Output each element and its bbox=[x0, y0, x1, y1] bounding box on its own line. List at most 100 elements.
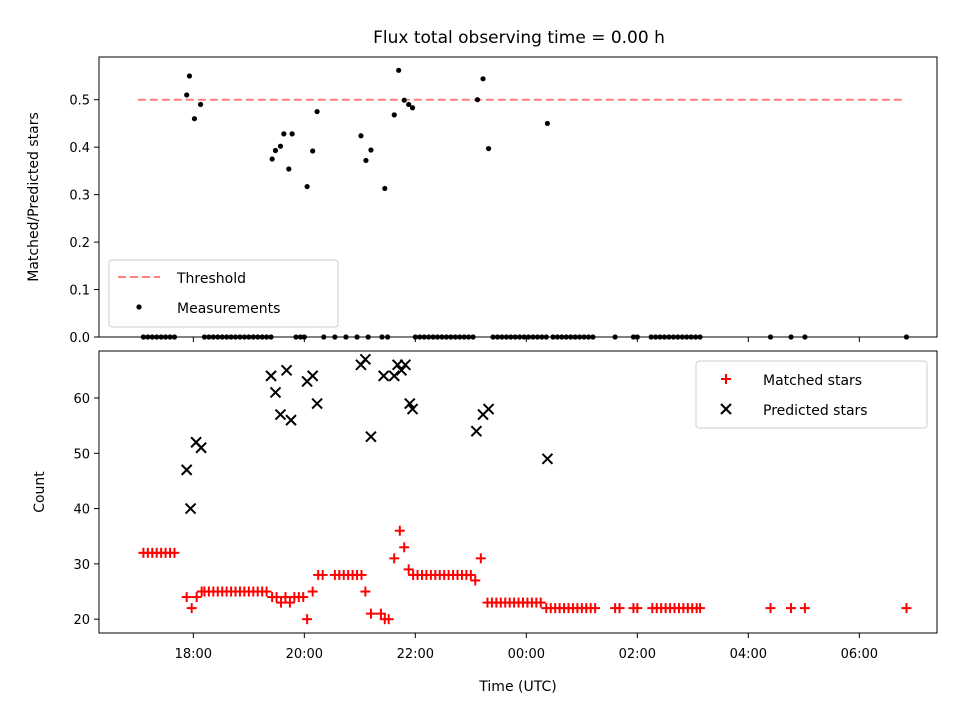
legend-predicted-label: Predicted stars bbox=[763, 403, 868, 419]
predicted-star-point bbox=[470, 425, 483, 437]
ratio-y-axis-label: Matched/Predicted stars bbox=[26, 112, 42, 282]
matched-star-point bbox=[389, 553, 400, 564]
measurement-point bbox=[286, 166, 292, 172]
predicted-star-point-b bbox=[395, 364, 408, 377]
predicted-star-point-b bbox=[311, 397, 323, 410]
ratio-y-tick-label: 0.4 bbox=[69, 141, 90, 156]
predicted-star-point-b bbox=[359, 353, 372, 366]
predicted-star-point-b bbox=[377, 370, 390, 382]
measurement-point bbox=[396, 67, 402, 73]
matched-star-point bbox=[276, 597, 287, 608]
measurement-point bbox=[269, 156, 275, 162]
legend-predicted-swatch bbox=[720, 403, 732, 415]
measurement-point bbox=[304, 183, 310, 190]
predicted-star-point bbox=[269, 386, 282, 399]
measurement-point bbox=[277, 143, 284, 149]
legend-matched-label: Matched stars bbox=[763, 373, 862, 389]
predicted-star-point-b bbox=[388, 370, 400, 382]
legend-threshold-label: Threshold bbox=[176, 271, 246, 287]
count-y-tick-label: 30 bbox=[73, 558, 90, 573]
legend-matched-swatch bbox=[721, 374, 731, 384]
count-y-axis-label: Count bbox=[32, 471, 48, 513]
matched-star-point bbox=[302, 614, 313, 625]
predicted-star-point bbox=[541, 453, 554, 465]
predicted-star-point bbox=[404, 397, 416, 410]
matched-star-point bbox=[280, 592, 291, 603]
chart-title: Flux total observing time = 0.00 h bbox=[373, 28, 665, 48]
matched-star-point bbox=[799, 603, 810, 614]
predicted-star-point bbox=[406, 403, 419, 415]
matched-star-point bbox=[307, 586, 318, 597]
ratio-y-tick-label: 0.2 bbox=[69, 236, 90, 251]
predicted-star-point-b bbox=[180, 464, 193, 476]
matched-star-point bbox=[181, 592, 192, 603]
measurement-point bbox=[186, 73, 193, 79]
count-panel: Count Time (UTC) 20 30 40 50 60 18:00 20:00 22… bbox=[32, 350, 938, 695]
predicted-star-point-b bbox=[541, 453, 554, 465]
matched-star-point bbox=[360, 586, 371, 597]
measurement-point bbox=[281, 131, 287, 137]
matched-star-point bbox=[632, 603, 643, 614]
predicted-star-point bbox=[184, 502, 197, 515]
predicted-star-point-b bbox=[274, 408, 287, 421]
measurement-point bbox=[314, 108, 320, 115]
measurement-point bbox=[391, 112, 397, 118]
measurement-point bbox=[289, 131, 295, 137]
count-axes-frame bbox=[98, 350, 938, 634]
count-legend-box bbox=[695, 360, 928, 429]
measurement-point bbox=[401, 97, 407, 103]
matched-star-point bbox=[365, 608, 376, 619]
count-x-tick-label: 06:00 bbox=[841, 647, 878, 662]
predicted-star-point bbox=[306, 370, 319, 382]
measurement-point bbox=[474, 97, 481, 103]
ratio-axes-frame bbox=[98, 56, 938, 338]
legend-measurements-swatch bbox=[136, 304, 142, 310]
predicted-star-point-b bbox=[195, 442, 207, 454]
predicted-star-point bbox=[359, 353, 372, 366]
measurement-point bbox=[191, 116, 198, 122]
predicted-star-point-b bbox=[280, 364, 293, 377]
predicted-star-point bbox=[377, 370, 390, 382]
matched-star-point bbox=[765, 603, 776, 614]
legend-predicted-marker-b bbox=[720, 403, 732, 415]
matched-star-point bbox=[186, 603, 197, 614]
count-x-tick-label: 18:00 bbox=[175, 647, 212, 662]
measurement-point bbox=[310, 148, 316, 154]
matched-star-point bbox=[465, 569, 476, 580]
matched-star-point bbox=[394, 525, 405, 536]
matched-star-point bbox=[470, 575, 481, 586]
measurement-point bbox=[358, 133, 364, 139]
matched-star-point bbox=[298, 592, 309, 603]
predicted-star-point bbox=[195, 442, 207, 454]
measurement-point bbox=[544, 120, 551, 127]
legend-measurements-label: Measurements bbox=[177, 301, 280, 317]
predicted-star-point bbox=[280, 364, 293, 377]
predicted-star-point-b bbox=[365, 430, 377, 443]
predicted-star-point bbox=[399, 359, 412, 371]
ratio-legend-box bbox=[108, 259, 339, 328]
matched-star-point bbox=[399, 542, 410, 553]
ratio-y-tick-label: 0.3 bbox=[69, 189, 90, 204]
count-y-tick-label: 40 bbox=[73, 503, 90, 518]
matched-star-point bbox=[375, 608, 386, 619]
predicted-star-point-b bbox=[265, 370, 277, 382]
predicted-star-point bbox=[365, 430, 377, 443]
measurement-point bbox=[272, 147, 279, 154]
ratio-x-ticks bbox=[192, 337, 860, 342]
predicted-star-point-b bbox=[269, 386, 282, 399]
measurement-point bbox=[368, 147, 374, 153]
predicted-star-point bbox=[388, 370, 400, 382]
matched-star-point bbox=[695, 603, 706, 614]
x-axis-label: Time (UTC) bbox=[478, 679, 556, 695]
legend-matched-marker bbox=[721, 374, 731, 384]
count-y-tick-label: 20 bbox=[73, 613, 90, 628]
matched-star-point bbox=[901, 603, 912, 614]
predicted-star-point bbox=[395, 364, 408, 377]
predicted-star-point-b bbox=[482, 403, 495, 415]
measurement-point bbox=[197, 101, 204, 108]
predicted-star-point-b bbox=[285, 414, 297, 426]
predicted-star-point bbox=[285, 414, 297, 426]
count-x-ticks: 18:00 20:00 22:00 00:00 02:00 04:00 06:00 bbox=[175, 633, 878, 662]
predicted-star-point bbox=[311, 397, 323, 410]
